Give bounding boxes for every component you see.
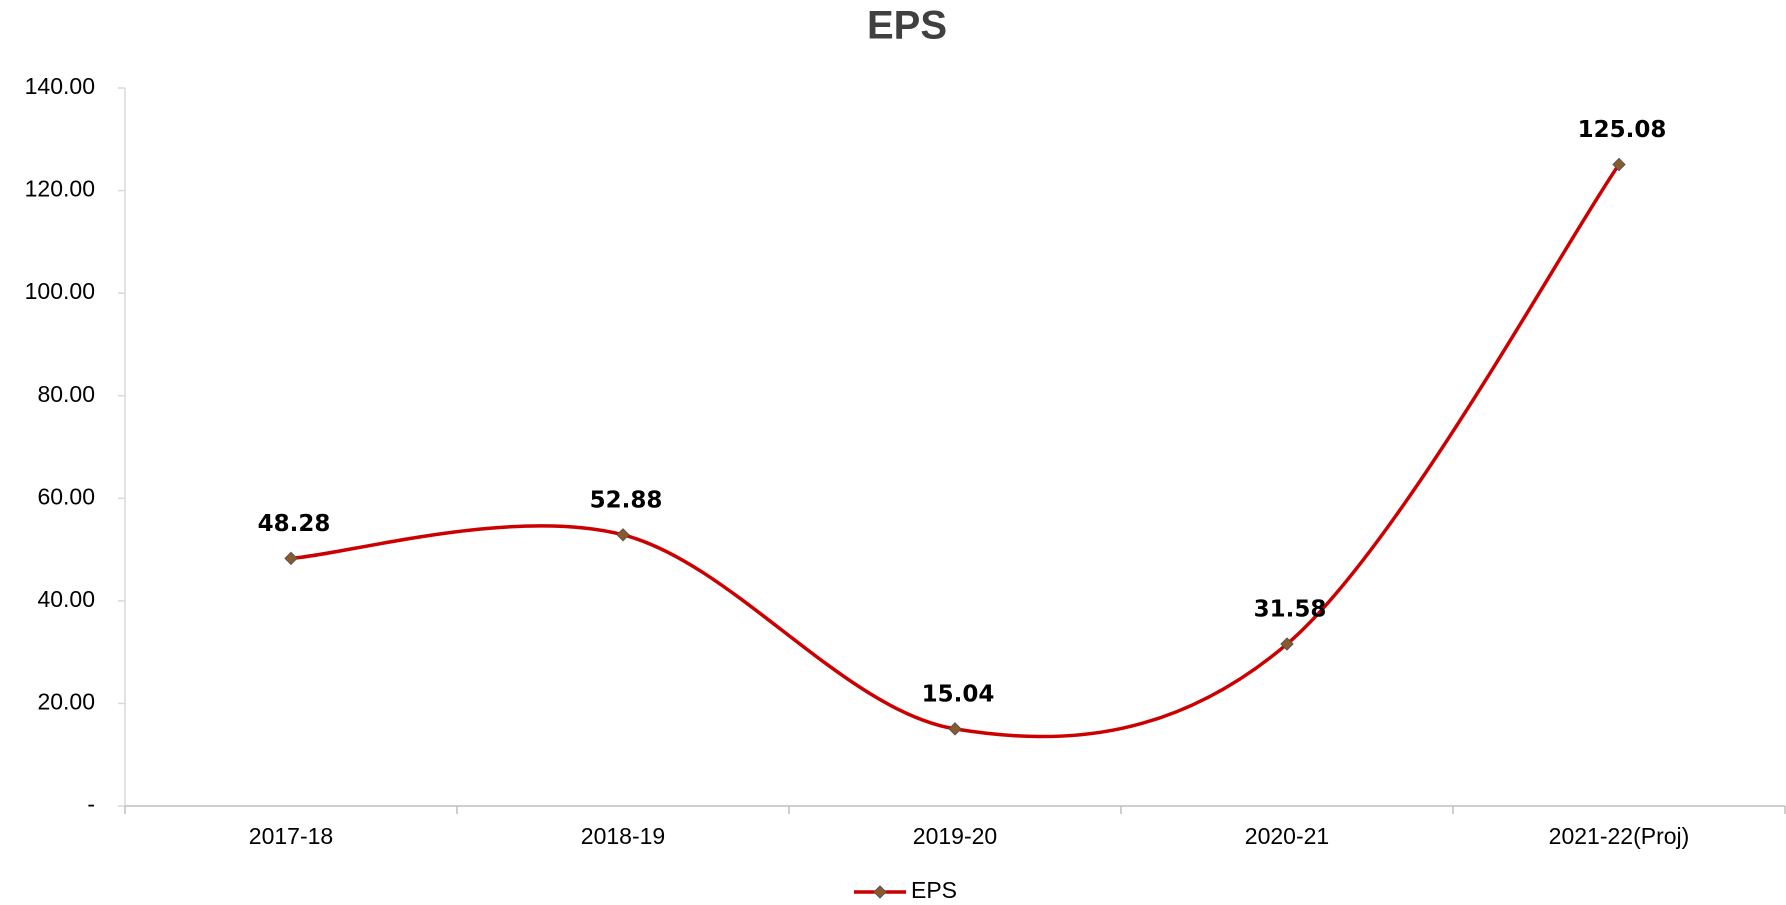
data-label: 125.08 — [1578, 117, 1667, 143]
x-tick-label: 2021-22(Proj) — [1549, 823, 1690, 849]
chart-title: EPS — [867, 4, 947, 48]
marker — [284, 551, 298, 566]
legend-marker — [873, 885, 887, 899]
data-label: 48.28 — [258, 511, 331, 537]
data-label: 15.04 — [922, 681, 995, 707]
y-tick-label: 140.00 — [25, 73, 95, 99]
y-tick-label: 20.00 — [37, 689, 95, 715]
marker — [1612, 157, 1626, 172]
x-tick-label: 2019-20 — [913, 823, 997, 849]
data-label: 52.88 — [590, 487, 663, 513]
y-tick-label: 40.00 — [37, 586, 95, 612]
x-tick-label: 2017-18 — [249, 823, 333, 849]
marker — [1280, 637, 1294, 651]
x-tick-label: 2020-21 — [1245, 823, 1329, 849]
marker — [948, 722, 962, 736]
y-tick-label: 80.00 — [37, 381, 95, 407]
legend-label: EPS — [911, 877, 957, 903]
y-tick-label: 60.00 — [37, 483, 95, 509]
y-tick-label: 100.00 — [25, 278, 95, 304]
x-tick-label: 2018-19 — [581, 823, 665, 849]
line — [290, 163, 1621, 739]
marker — [616, 528, 630, 542]
data-label: 31.58 — [1254, 597, 1327, 623]
y-tick-label: 120.00 — [25, 176, 95, 202]
y-tick-label: - — [87, 791, 95, 817]
